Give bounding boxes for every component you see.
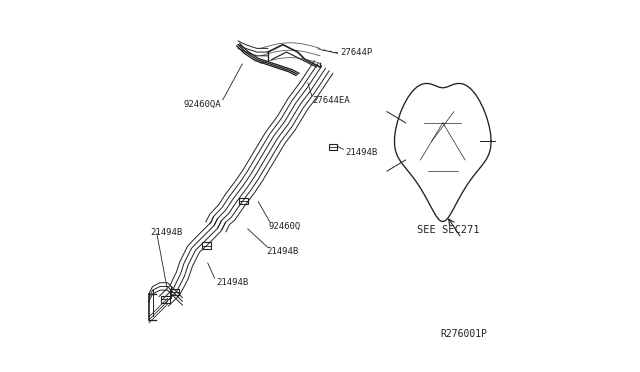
Text: 92460Q: 92460Q [269, 222, 301, 231]
Bar [202, 243, 211, 248]
Text: 21494B: 21494B [151, 228, 183, 237]
Text: 21494B: 21494B [216, 278, 248, 287]
Text: SEE SEC271: SEE SEC271 [417, 225, 479, 235]
Bar [328, 144, 337, 150]
Text: R276001P: R276001P [440, 328, 488, 339]
Text: 27644EA: 27644EA [312, 96, 349, 105]
Text: 92460QA: 92460QA [184, 100, 221, 109]
Text: 21494B: 21494B [266, 247, 298, 256]
Bar [161, 296, 170, 302]
Text: 21494B: 21494B [346, 148, 378, 157]
Bar [170, 289, 179, 295]
Text: 27644P: 27644P [340, 48, 372, 57]
Bar [239, 198, 248, 204]
